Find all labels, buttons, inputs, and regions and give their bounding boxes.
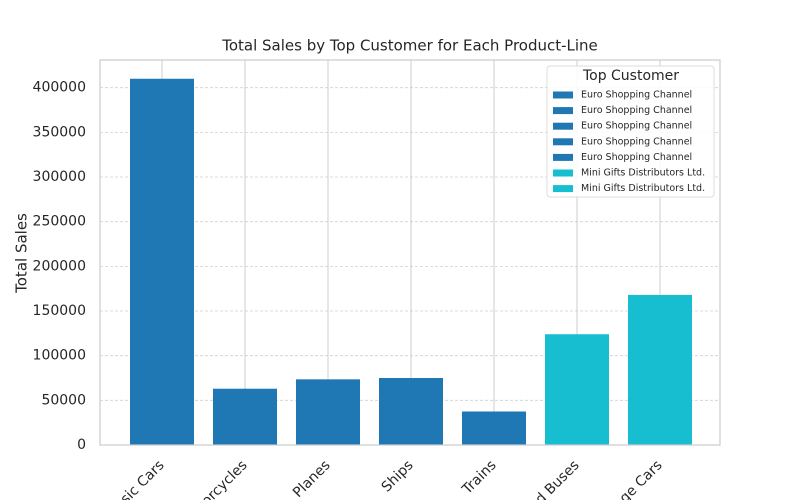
- legend-label: Euro Shopping Channel: [581, 121, 692, 132]
- legend-swatch: [553, 185, 573, 193]
- y-tick-label: 100000: [33, 348, 86, 364]
- bar: [545, 334, 609, 445]
- bar: [296, 379, 360, 445]
- legend-label: Euro Shopping Channel: [581, 90, 692, 101]
- legend-swatch: [553, 107, 573, 115]
- y-tick-label: 400000: [33, 80, 86, 96]
- legend-label: Euro Shopping Channel: [581, 136, 692, 147]
- bar: [462, 411, 526, 445]
- plot-frame: [99, 59, 721, 446]
- bar: [379, 378, 443, 445]
- y-tick-label: 200000: [33, 258, 86, 274]
- y-tick-label: 150000: [33, 303, 86, 319]
- legend-swatch: [553, 169, 573, 177]
- legend-label: Mini Gifts Distributors Ltd.: [581, 168, 705, 179]
- legend-swatch: [553, 122, 573, 130]
- y-tick-label: 250000: [33, 214, 86, 230]
- legend-title: Top Customer: [582, 68, 679, 84]
- legend-swatch: [553, 91, 573, 99]
- chart-title: Total Sales by Top Customer for Each Pro…: [221, 37, 598, 55]
- legend-label: Euro Shopping Channel: [581, 152, 692, 163]
- y-tick-label: 0: [77, 437, 86, 453]
- legend-box: [546, 65, 715, 198]
- bar: [628, 294, 692, 445]
- y-tick-label: 300000: [33, 169, 86, 185]
- y-tick-label: 350000: [33, 124, 86, 140]
- legend-swatch: [553, 153, 573, 161]
- legend-label: Mini Gifts Distributors Ltd.: [581, 183, 705, 194]
- legend-label: Euro Shopping Channel: [581, 105, 692, 116]
- y-tick-label: 50000: [41, 392, 86, 408]
- y-axis-label: Total Sales: [13, 213, 31, 294]
- bar: [213, 388, 277, 445]
- bar: [130, 78, 194, 445]
- legend-swatch: [553, 138, 573, 146]
